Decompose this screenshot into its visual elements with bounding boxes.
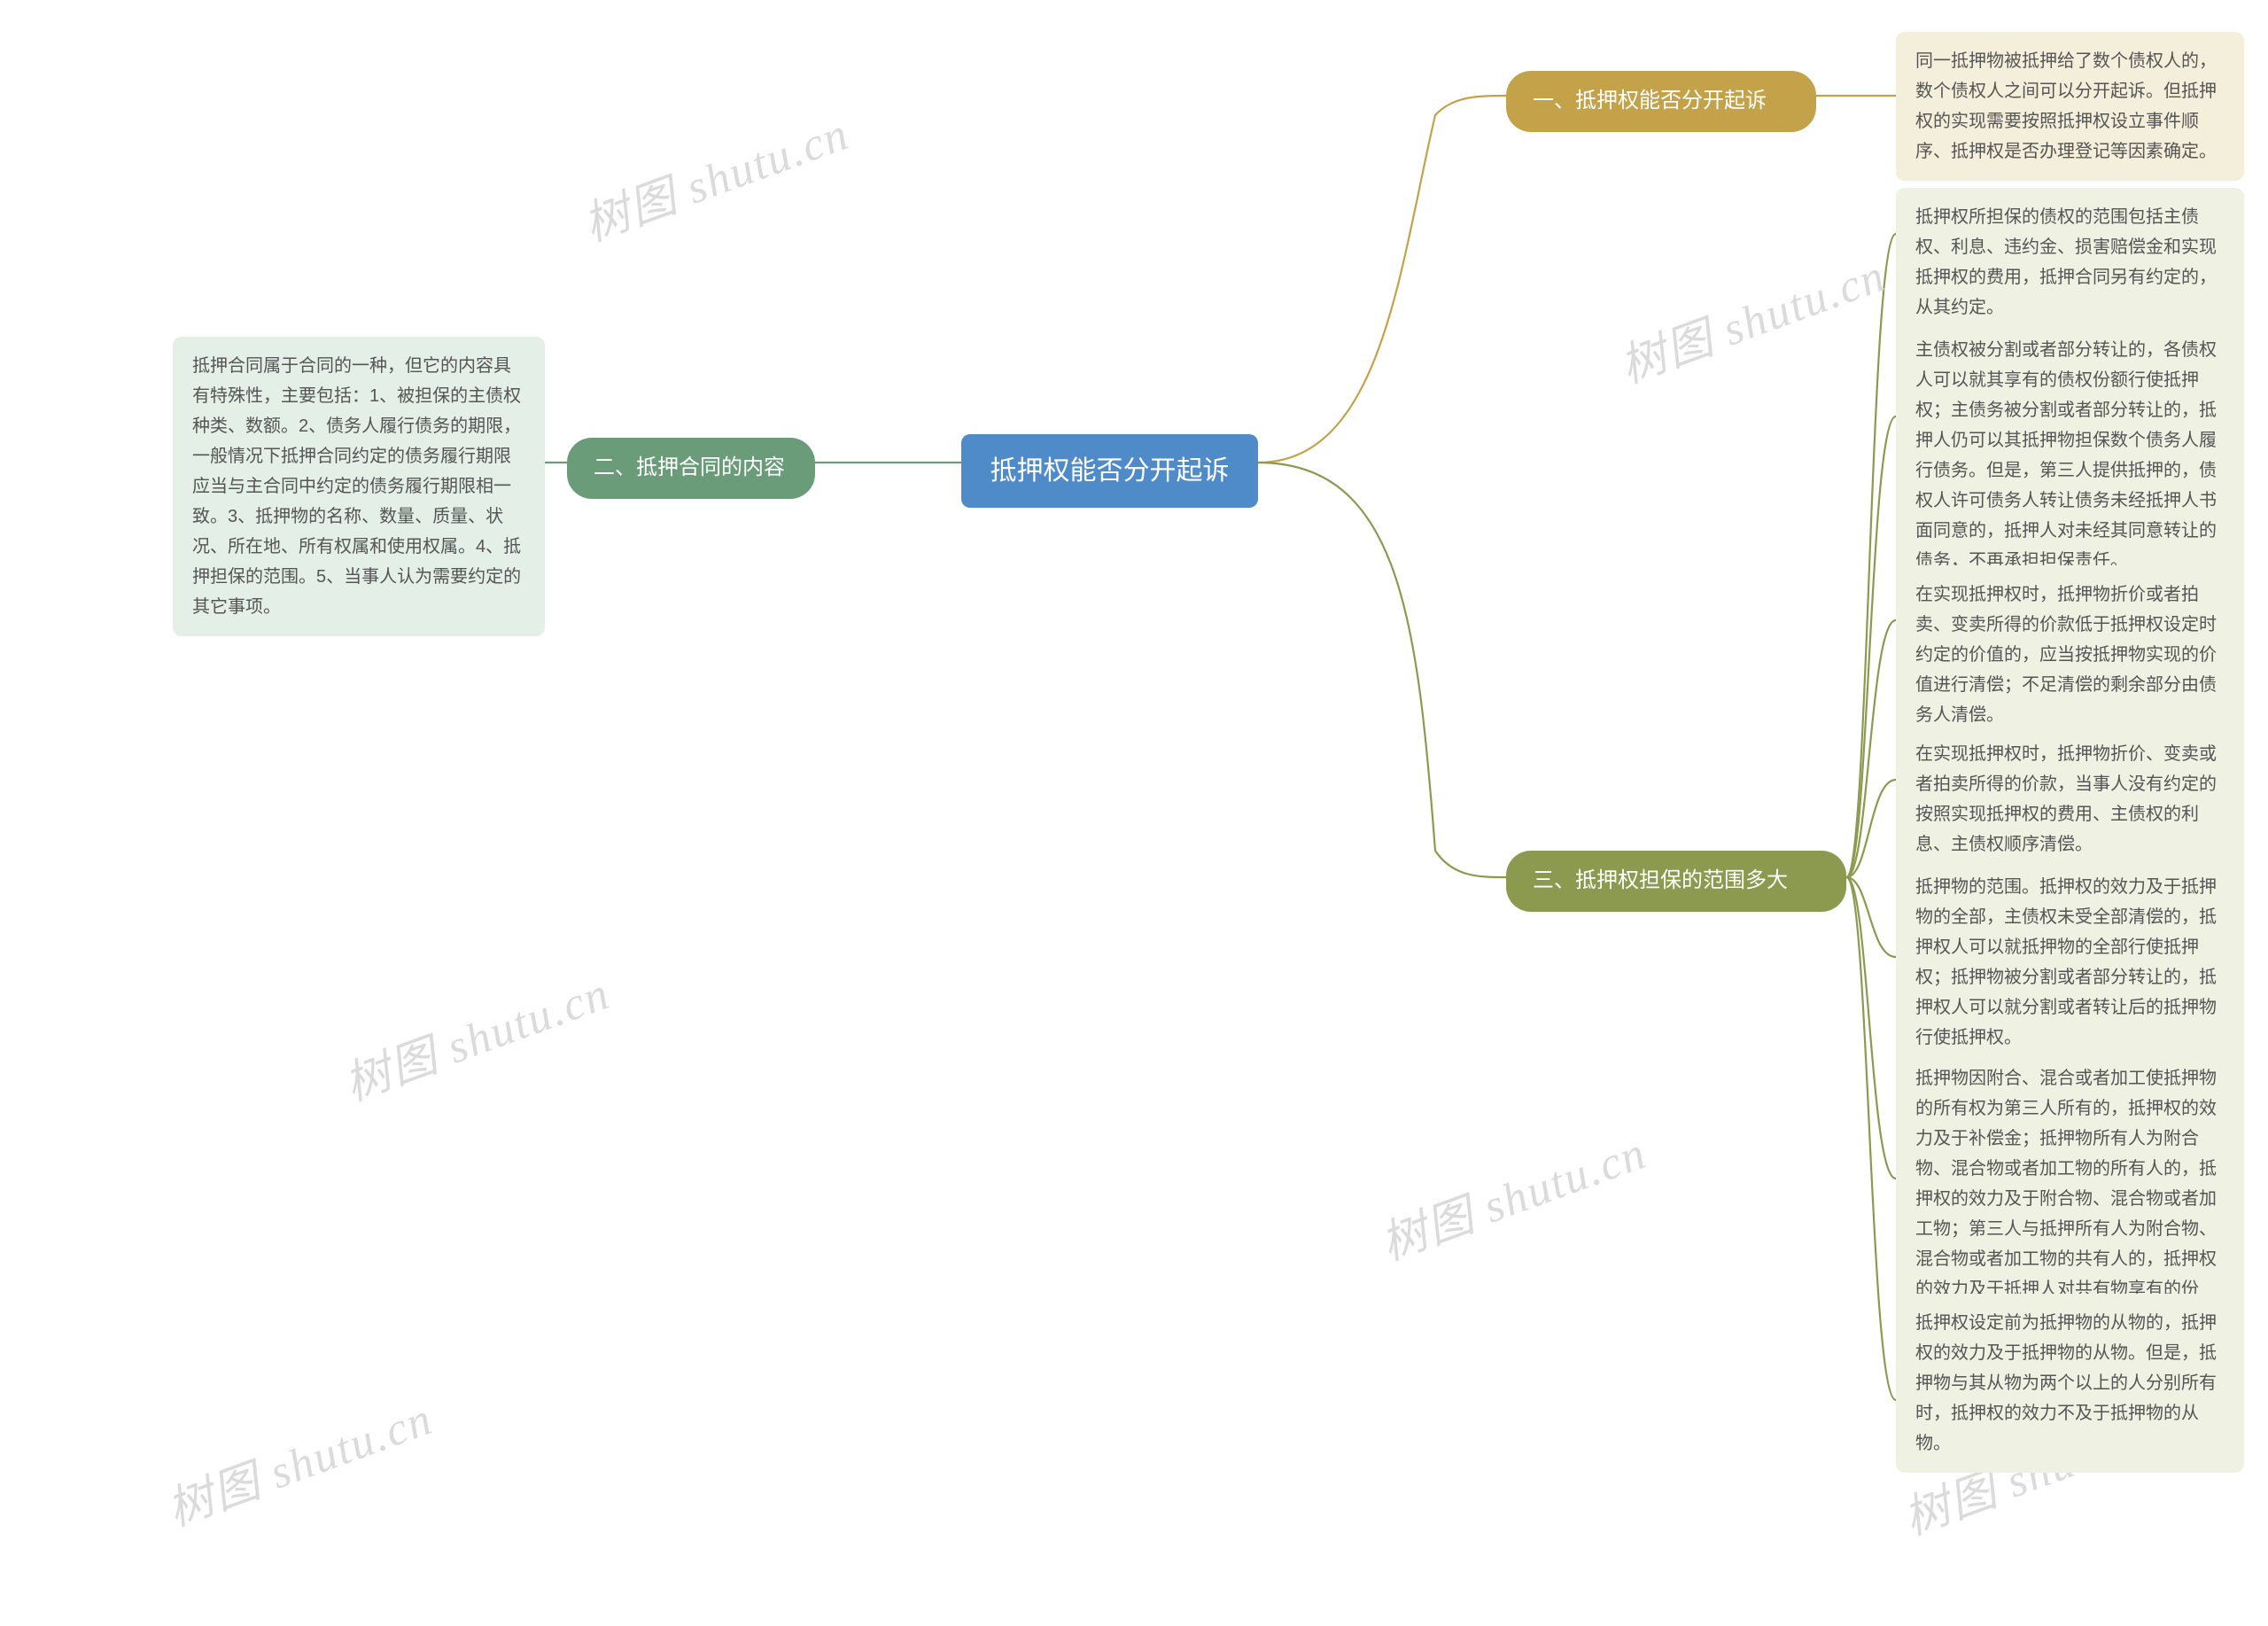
leaf-b3-6-text: 抵押物因附合、混合或者加工使抵押物的所有权为第三人所有的，抵押权的效力及于补偿金… <box>1915 1069 2217 1329</box>
mindmap-center-node: 抵押权能否分开起诉 <box>961 434 1258 508</box>
leaf-node-b3-1: 抵押权所担保的债权的范围包括主债权、利息、违约金、损害赔偿金和实现抵押权的费用，… <box>1896 188 2244 337</box>
branch-1-text: 一、抵押权能否分开起诉 <box>1533 89 1767 113</box>
leaf-b3-3-text: 在实现抵押权时，抵押物折价或者拍卖、变卖所得的价款低于抵押权设定时约定的价值的，… <box>1915 585 2217 725</box>
branch-node-2: 二、抵押合同的内容 <box>567 438 815 499</box>
center-node-text: 抵押权能否分开起诉 <box>990 456 1230 486</box>
leaf-b1-1-text: 同一抵押物被抵押给了数个债权人的，数个债权人之间可以分开起诉。但抵押权的实现需要… <box>1915 51 2217 161</box>
branch-node-3: 三、抵押权担保的范围多大 <box>1506 851 1846 912</box>
branch-3-text: 三、抵押权担保的范围多大 <box>1533 868 1788 892</box>
leaf-b3-1-text: 抵押权所担保的债权的范围包括主债权、利息、违约金、损害赔偿金和实现抵押权的费用，… <box>1915 207 2217 317</box>
leaf-b3-2-text: 主债权被分割或者部分转让的，各债权人可以就其享有的债权份额行使抵押权；主债务被分… <box>1915 340 2217 571</box>
branch-2-text: 二、抵押合同的内容 <box>594 455 785 479</box>
leaf-b3-5-text: 抵押物的范围。抵押权的效力及于抵押物的全部，主债权未受全部清偿的，抵押权人可以就… <box>1915 877 2217 1047</box>
branch-node-1: 一、抵押权能否分开起诉 <box>1506 71 1816 132</box>
leaf-node-b3-7: 抵押权设定前为抵押物的从物的，抵押权的效力及于抵押物的从物。但是，抵押物与其从物… <box>1896 1294 2244 1473</box>
leaf-node-b3-3: 在实现抵押权时，抵押物折价或者拍卖、变卖所得的价款低于抵押权设定时约定的价值的，… <box>1896 565 2244 744</box>
leaf-node-b2-1: 抵押合同属于合同的一种，但它的内容具有特殊性，主要包括：1、被担保的主债权种类、… <box>173 337 545 636</box>
leaf-node-b3-4: 在实现抵押权时，抵押物折价、变卖或者拍卖所得的价款，当事人没有约定的按照实现抵押… <box>1896 725 2244 874</box>
leaf-b3-4-text: 在实现抵押权时，抵押物折价、变卖或者拍卖所得的价款，当事人没有约定的按照实现抵押… <box>1915 744 2217 854</box>
leaf-b3-7-text: 抵押权设定前为抵押物的从物的，抵押权的效力及于抵押物的从物。但是，抵押物与其从物… <box>1915 1313 2217 1453</box>
leaf-node-b1-1: 同一抵押物被抵押给了数个债权人的，数个债权人之间可以分开起诉。但抵押权的实现需要… <box>1896 32 2244 181</box>
leaf-b2-1-text: 抵押合同属于合同的一种，但它的内容具有特殊性，主要包括：1、被担保的主债权种类、… <box>192 356 521 617</box>
leaf-node-b3-5: 抵押物的范围。抵押权的效力及于抵押物的全部，主债权未受全部清偿的，抵押权人可以就… <box>1896 858 2244 1067</box>
leaf-node-b3-2: 主债权被分割或者部分转让的，各债权人可以就其享有的债权份额行使抵押权；主债务被分… <box>1896 321 2244 590</box>
